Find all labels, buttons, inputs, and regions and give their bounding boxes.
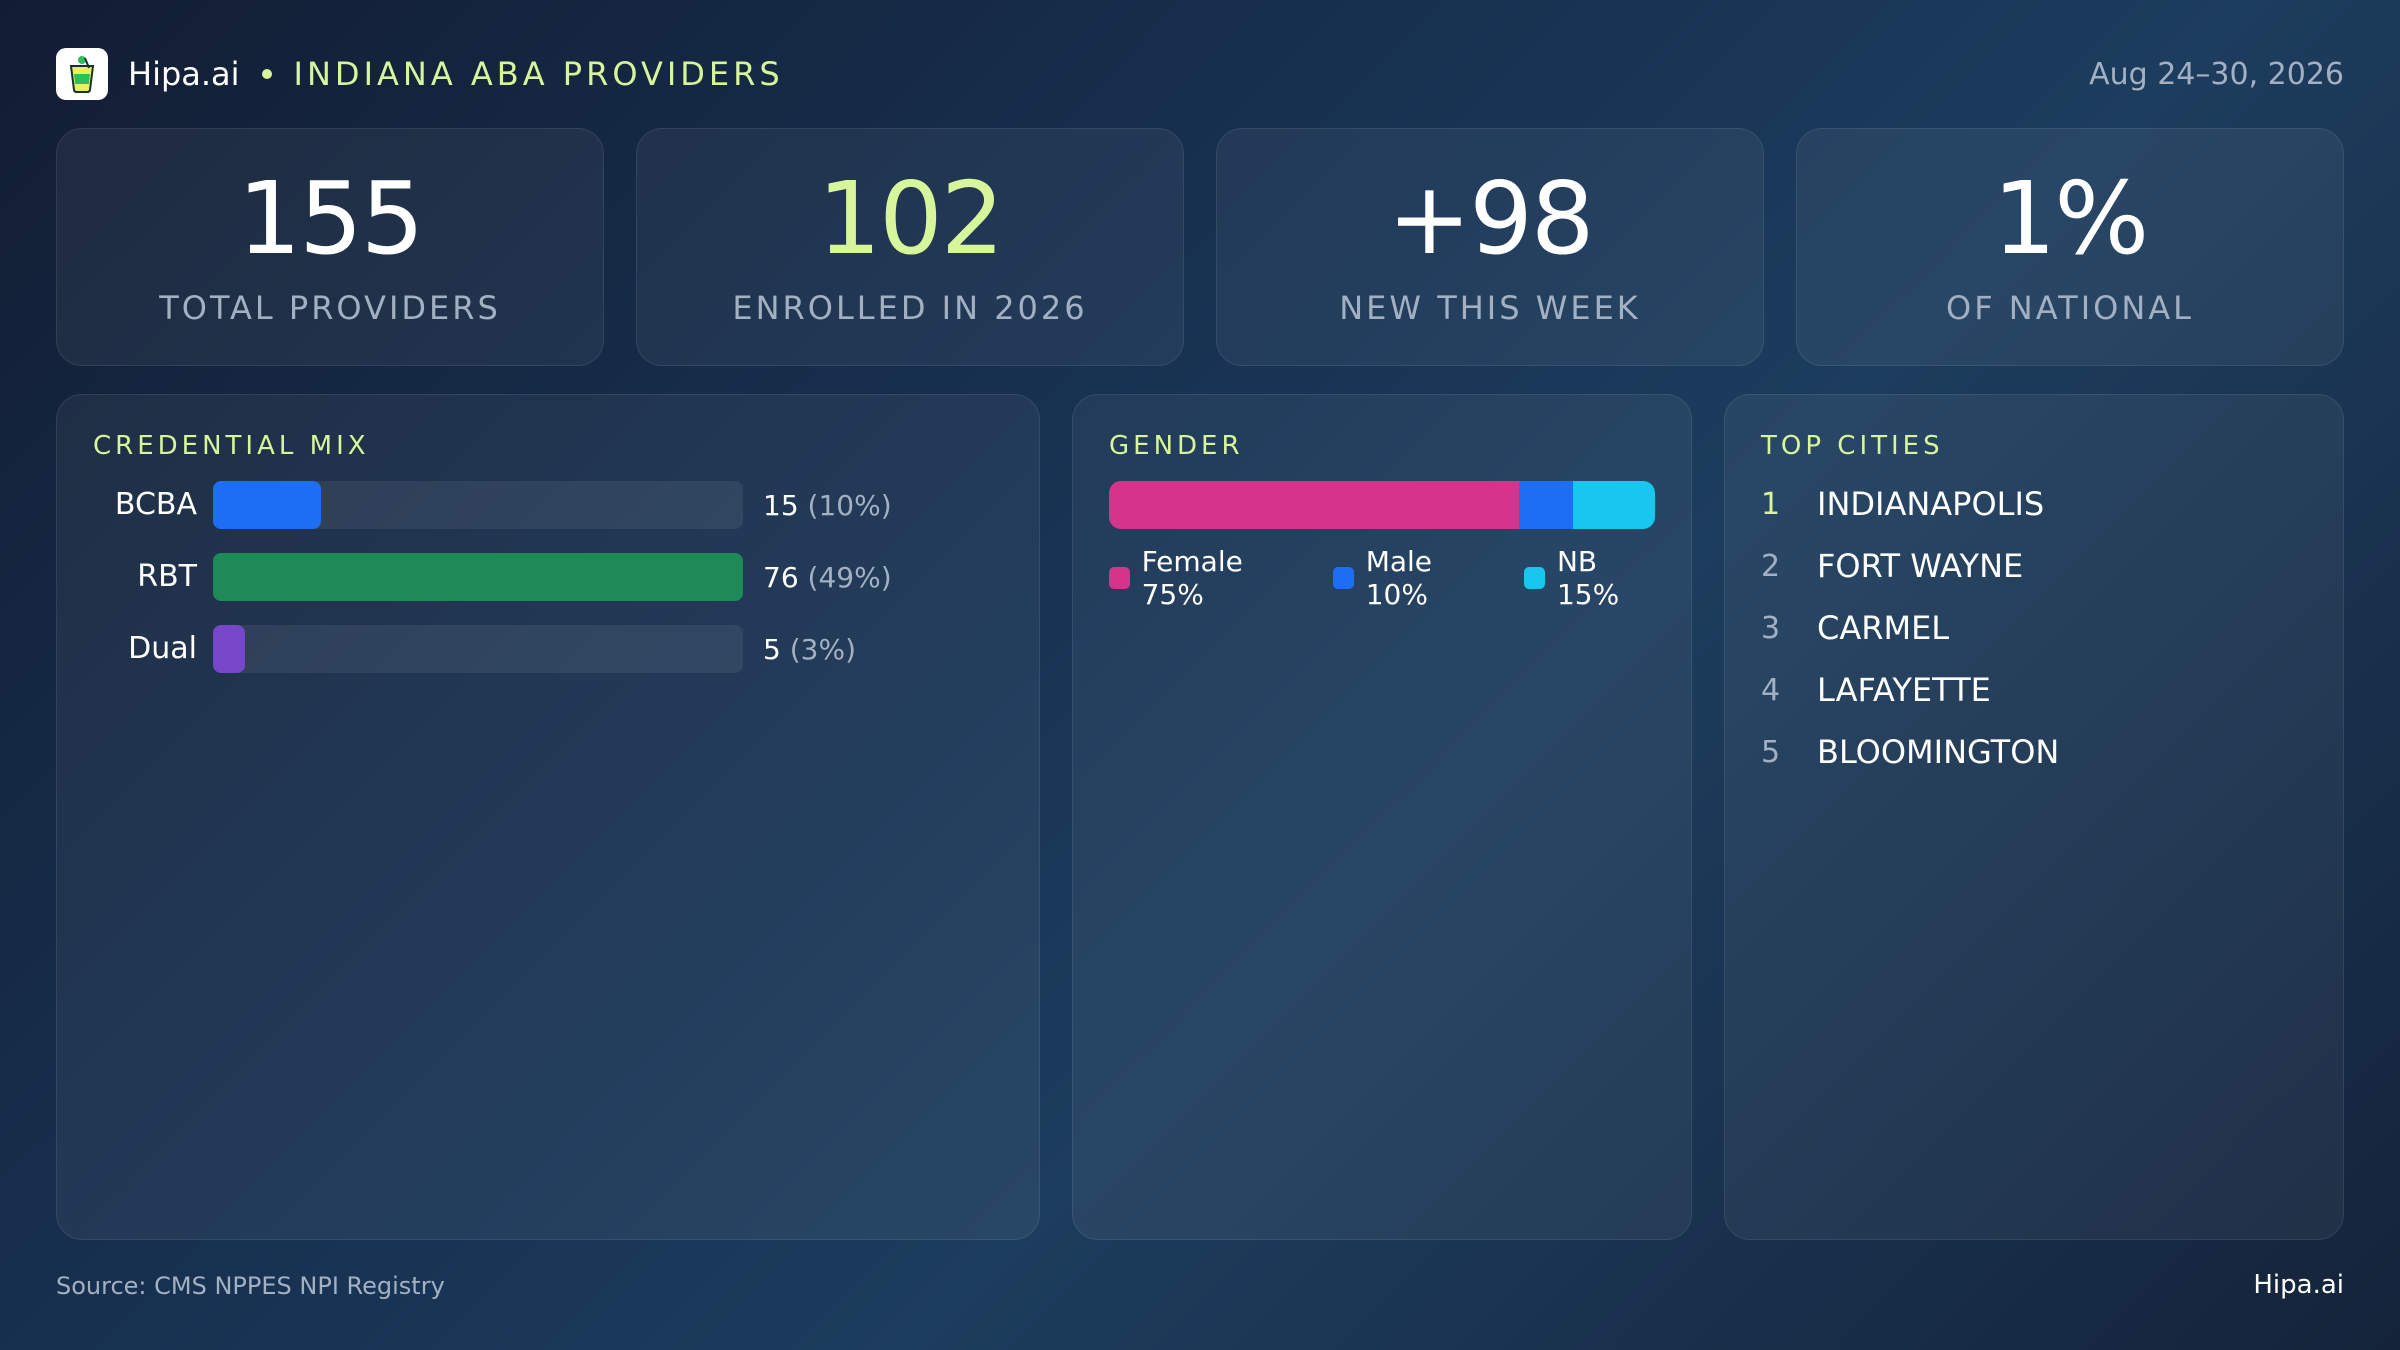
- legend-swatch: [1109, 567, 1130, 589]
- city-name: LAFAYETTE: [1817, 671, 1991, 709]
- drink-cup-logo-icon: [56, 48, 108, 100]
- kpi-label: NEW THIS WEEK: [1339, 289, 1641, 327]
- kpi-card-new-this-week: +98 NEW THIS WEEK: [1216, 128, 1764, 366]
- credential-row-bcba: BCBA 15 (10%): [57, 481, 1039, 529]
- credential-count: 76: [763, 561, 799, 594]
- credential-pct: (3%): [789, 633, 857, 666]
- legend-item-nb: NB 15%: [1524, 545, 1661, 611]
- credential-count: 5: [763, 633, 781, 666]
- legend-label: NB 15%: [1556, 545, 1620, 611]
- separator-dot: [261, 69, 272, 79]
- kpi-value: +98: [1387, 160, 1594, 277]
- source-note: Source: CMS NPPES NPI Registry: [56, 1272, 445, 1300]
- kpi-card-of-national: 1% OF NATIONAL: [1796, 128, 2344, 366]
- city-list-item: 3 CARMEL: [1761, 605, 1949, 651]
- city-rank: 2: [1761, 548, 1781, 584]
- credential-bar-fill: [213, 553, 743, 601]
- kpi-label: TOTAL PROVIDERS: [159, 289, 501, 327]
- legend-item-male: Male 10%: [1333, 545, 1494, 611]
- credential-bar-fill: [213, 481, 322, 529]
- gender-segment-male: [1518, 481, 1574, 529]
- kpi-label: OF NATIONAL: [1946, 289, 2194, 327]
- kpi-value: 102: [817, 160, 1005, 277]
- city-list-item: 5 BLOOMINGTON: [1761, 729, 2059, 775]
- header: Hipa.ai INDIANA ABA PROVIDERS Aug 24–30,…: [56, 46, 2344, 102]
- footer-brand: Hipa.ai: [2253, 1270, 2344, 1300]
- legend-swatch: [1524, 567, 1545, 589]
- city-list-item: 4 LAFAYETTE: [1761, 667, 1991, 713]
- kpi-label: ENROLLED IN 2026: [732, 289, 1088, 327]
- city-list-item: 1 INDIANAPOLIS: [1761, 481, 2044, 527]
- kpi-value: 155: [237, 160, 425, 277]
- credential-bar-fill: [213, 625, 246, 673]
- credential-row-dual: Dual 5 (3%): [57, 625, 1039, 673]
- city-rank: 1: [1761, 486, 1781, 522]
- legend-swatch: [1333, 567, 1354, 589]
- page-title: INDIANA ABA PROVIDERS: [293, 55, 784, 93]
- legend-item-female: Female 75%: [1109, 545, 1303, 611]
- gender-segment-female: [1109, 481, 1519, 529]
- credential-row-rbt: RBT 76 (49%): [57, 553, 1039, 601]
- date-range: Aug 24–30, 2026: [2089, 56, 2344, 92]
- city-rank: 5: [1761, 734, 1781, 770]
- city-name: INDIANAPOLIS: [1817, 485, 2045, 523]
- credential-mix-panel: CREDENTIAL MIX BCBA 15 (10%) RBT 76 (49%…: [56, 394, 1040, 1240]
- legend-label: Female 75%: [1141, 545, 1243, 611]
- top-cities-panel: TOP CITIES 1 INDIANAPOLIS 2 FORT WAYNE 3…: [1724, 394, 2344, 1240]
- city-name: BLOOMINGTON: [1817, 733, 2060, 771]
- credential-count: 15: [763, 489, 799, 522]
- panel-title: CREDENTIAL MIX: [93, 431, 370, 461]
- legend-label: Male 10%: [1365, 545, 1433, 611]
- credential-label: Dual: [128, 631, 197, 666]
- panel-title: GENDER: [1109, 431, 1244, 461]
- credential-value: 76 (49%): [763, 561, 892, 594]
- credential-label: RBT: [137, 559, 197, 594]
- city-rank: 3: [1761, 610, 1781, 646]
- credential-label: BCBA: [114, 487, 197, 522]
- credential-value: 15 (10%): [763, 489, 892, 522]
- gender-legend: Female 75% Male 10% NB 15%: [1109, 545, 1691, 611]
- gender-segment-nb: [1573, 481, 1655, 529]
- gender-stacked-bar: [1109, 481, 1655, 529]
- kpi-card-total-providers: 155 TOTAL PROVIDERS: [56, 128, 604, 366]
- city-list-item: 2 FORT WAYNE: [1761, 543, 2023, 589]
- credential-bar-track: [213, 553, 743, 601]
- city-name: CARMEL: [1817, 609, 1950, 647]
- credential-pct: (49%): [807, 561, 892, 594]
- credential-pct: (10%): [807, 489, 892, 522]
- credential-bar-track: [213, 481, 743, 529]
- kpi-card-enrolled: 102 ENROLLED IN 2026: [636, 128, 1184, 366]
- gender-panel: GENDER Female 75% Male 10% NB 15%: [1072, 394, 1692, 1240]
- city-name: FORT WAYNE: [1817, 547, 2024, 585]
- kpi-value: 1%: [1992, 160, 2150, 277]
- city-rank: 4: [1761, 672, 1781, 708]
- credential-value: 5 (3%): [763, 633, 856, 666]
- credential-bar-track: [213, 625, 743, 673]
- panel-title: TOP CITIES: [1761, 431, 1944, 461]
- brand-name: Hipa.ai: [128, 55, 240, 93]
